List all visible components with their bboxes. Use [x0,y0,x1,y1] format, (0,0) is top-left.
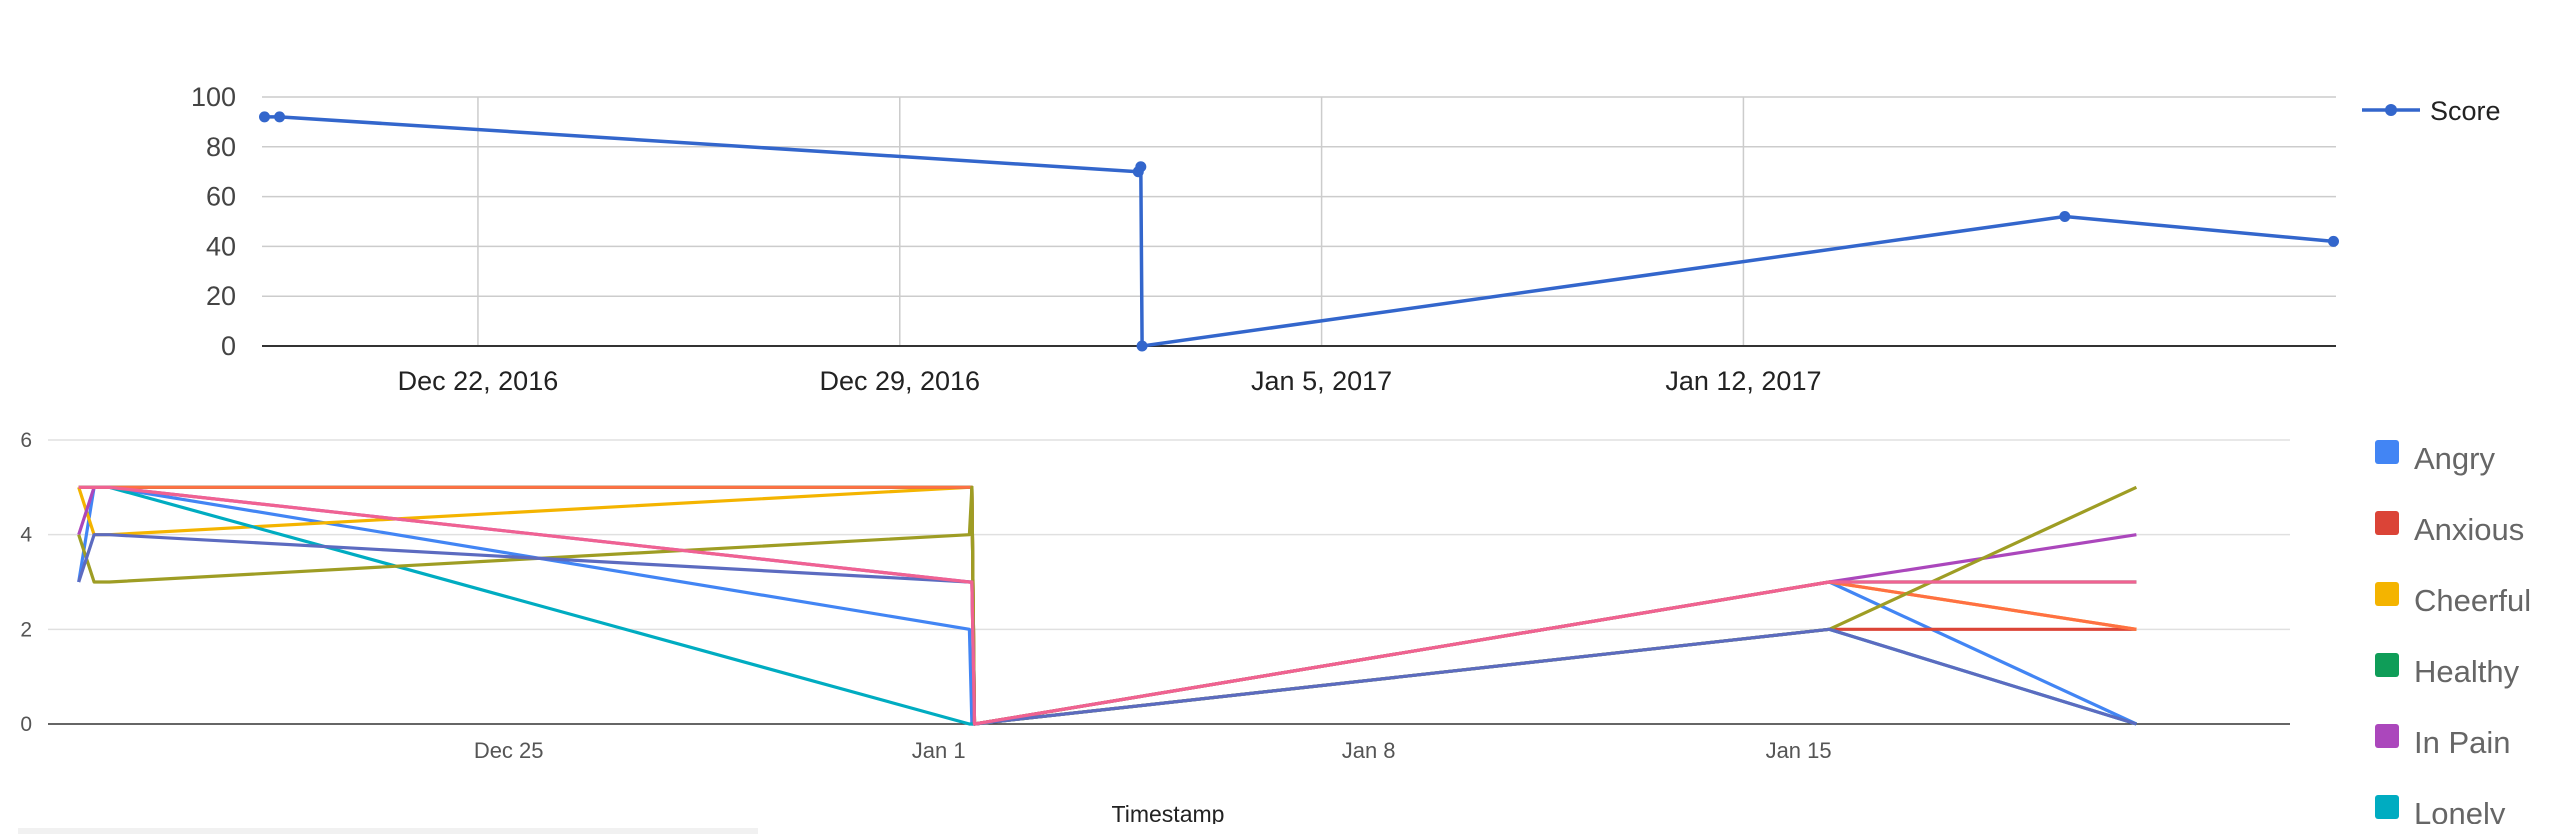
y-tick-label: 40 [206,231,236,261]
y-tick-label: 80 [206,132,236,162]
data-point [259,111,271,123]
y-tick-label: 2 [20,618,32,641]
y-tick-label: 60 [206,182,236,212]
series-line [77,485,2137,726]
data-point [274,111,286,123]
y-tick-label: 20 [206,281,236,311]
series-line [78,485,2137,726]
x-tick-label: Jan 12, 2017 [1665,366,1821,396]
legend-marker [2385,104,2397,116]
x-tick-label: Jan 5, 2017 [1251,366,1392,396]
legend-label: Lonely [2414,796,2506,824]
x-tick-label: Jan 8 [1342,738,1396,763]
data-point [1136,340,1148,352]
x-tick-label: Jan 15 [1766,738,1832,763]
data-point [2059,211,2071,223]
legend-swatch [2375,795,2399,819]
series-line [78,485,2137,726]
x-tick-label: Dec 29, 2016 [819,366,980,396]
series-line [77,485,2137,726]
score-chart: 0 20 40 60 80 100 Dec 22, 2016 Dec 29, 2016 Jan … [191,82,2501,396]
legend-label: Anxious [2414,512,2524,547]
legend: Angry Anxious Cheerful Healthy In Pain Lonely [2375,440,2531,824]
legend-label: In Pain [2414,725,2511,760]
x-tick-label: Dec 22, 2016 [398,366,559,396]
legend: Score [2362,96,2501,126]
series-line [77,485,2138,726]
legend-swatch [2375,440,2399,464]
data-point [1135,161,1147,173]
y-tick-label: 4 [20,524,32,547]
legend-swatch [2375,511,2399,535]
series-line [264,115,2334,348]
data-point [2327,235,2339,247]
y-tick-label: 6 [20,429,32,452]
legend-label: Angry [2414,441,2495,476]
x-axis-title: Timestamp [1112,801,1225,824]
legend-label: Healthy [2414,654,2520,689]
series-line [78,485,2137,726]
scrollbar-track [18,828,758,834]
legend-label: Score [2430,96,2501,126]
legend-label: Cheerful [2414,583,2531,618]
legend-swatch [2375,653,2399,677]
x-tick-label: Jan 1 [912,738,966,763]
y-tick-label: 100 [191,82,236,112]
x-tick-label: Dec 25 [474,738,544,763]
series-line [77,485,2138,726]
legend-swatch [2375,724,2399,748]
emotions-chart: 0 2 4 6 Dec 25 Jan 1 Jan 8 Jan 15 Timestamp Angry… [20,429,2531,824]
y-tick-label: 0 [221,331,236,361]
legend-swatch [2375,582,2399,606]
series-line [78,485,2137,726]
series-line [78,485,2137,726]
y-tick-label: 0 [20,713,32,736]
